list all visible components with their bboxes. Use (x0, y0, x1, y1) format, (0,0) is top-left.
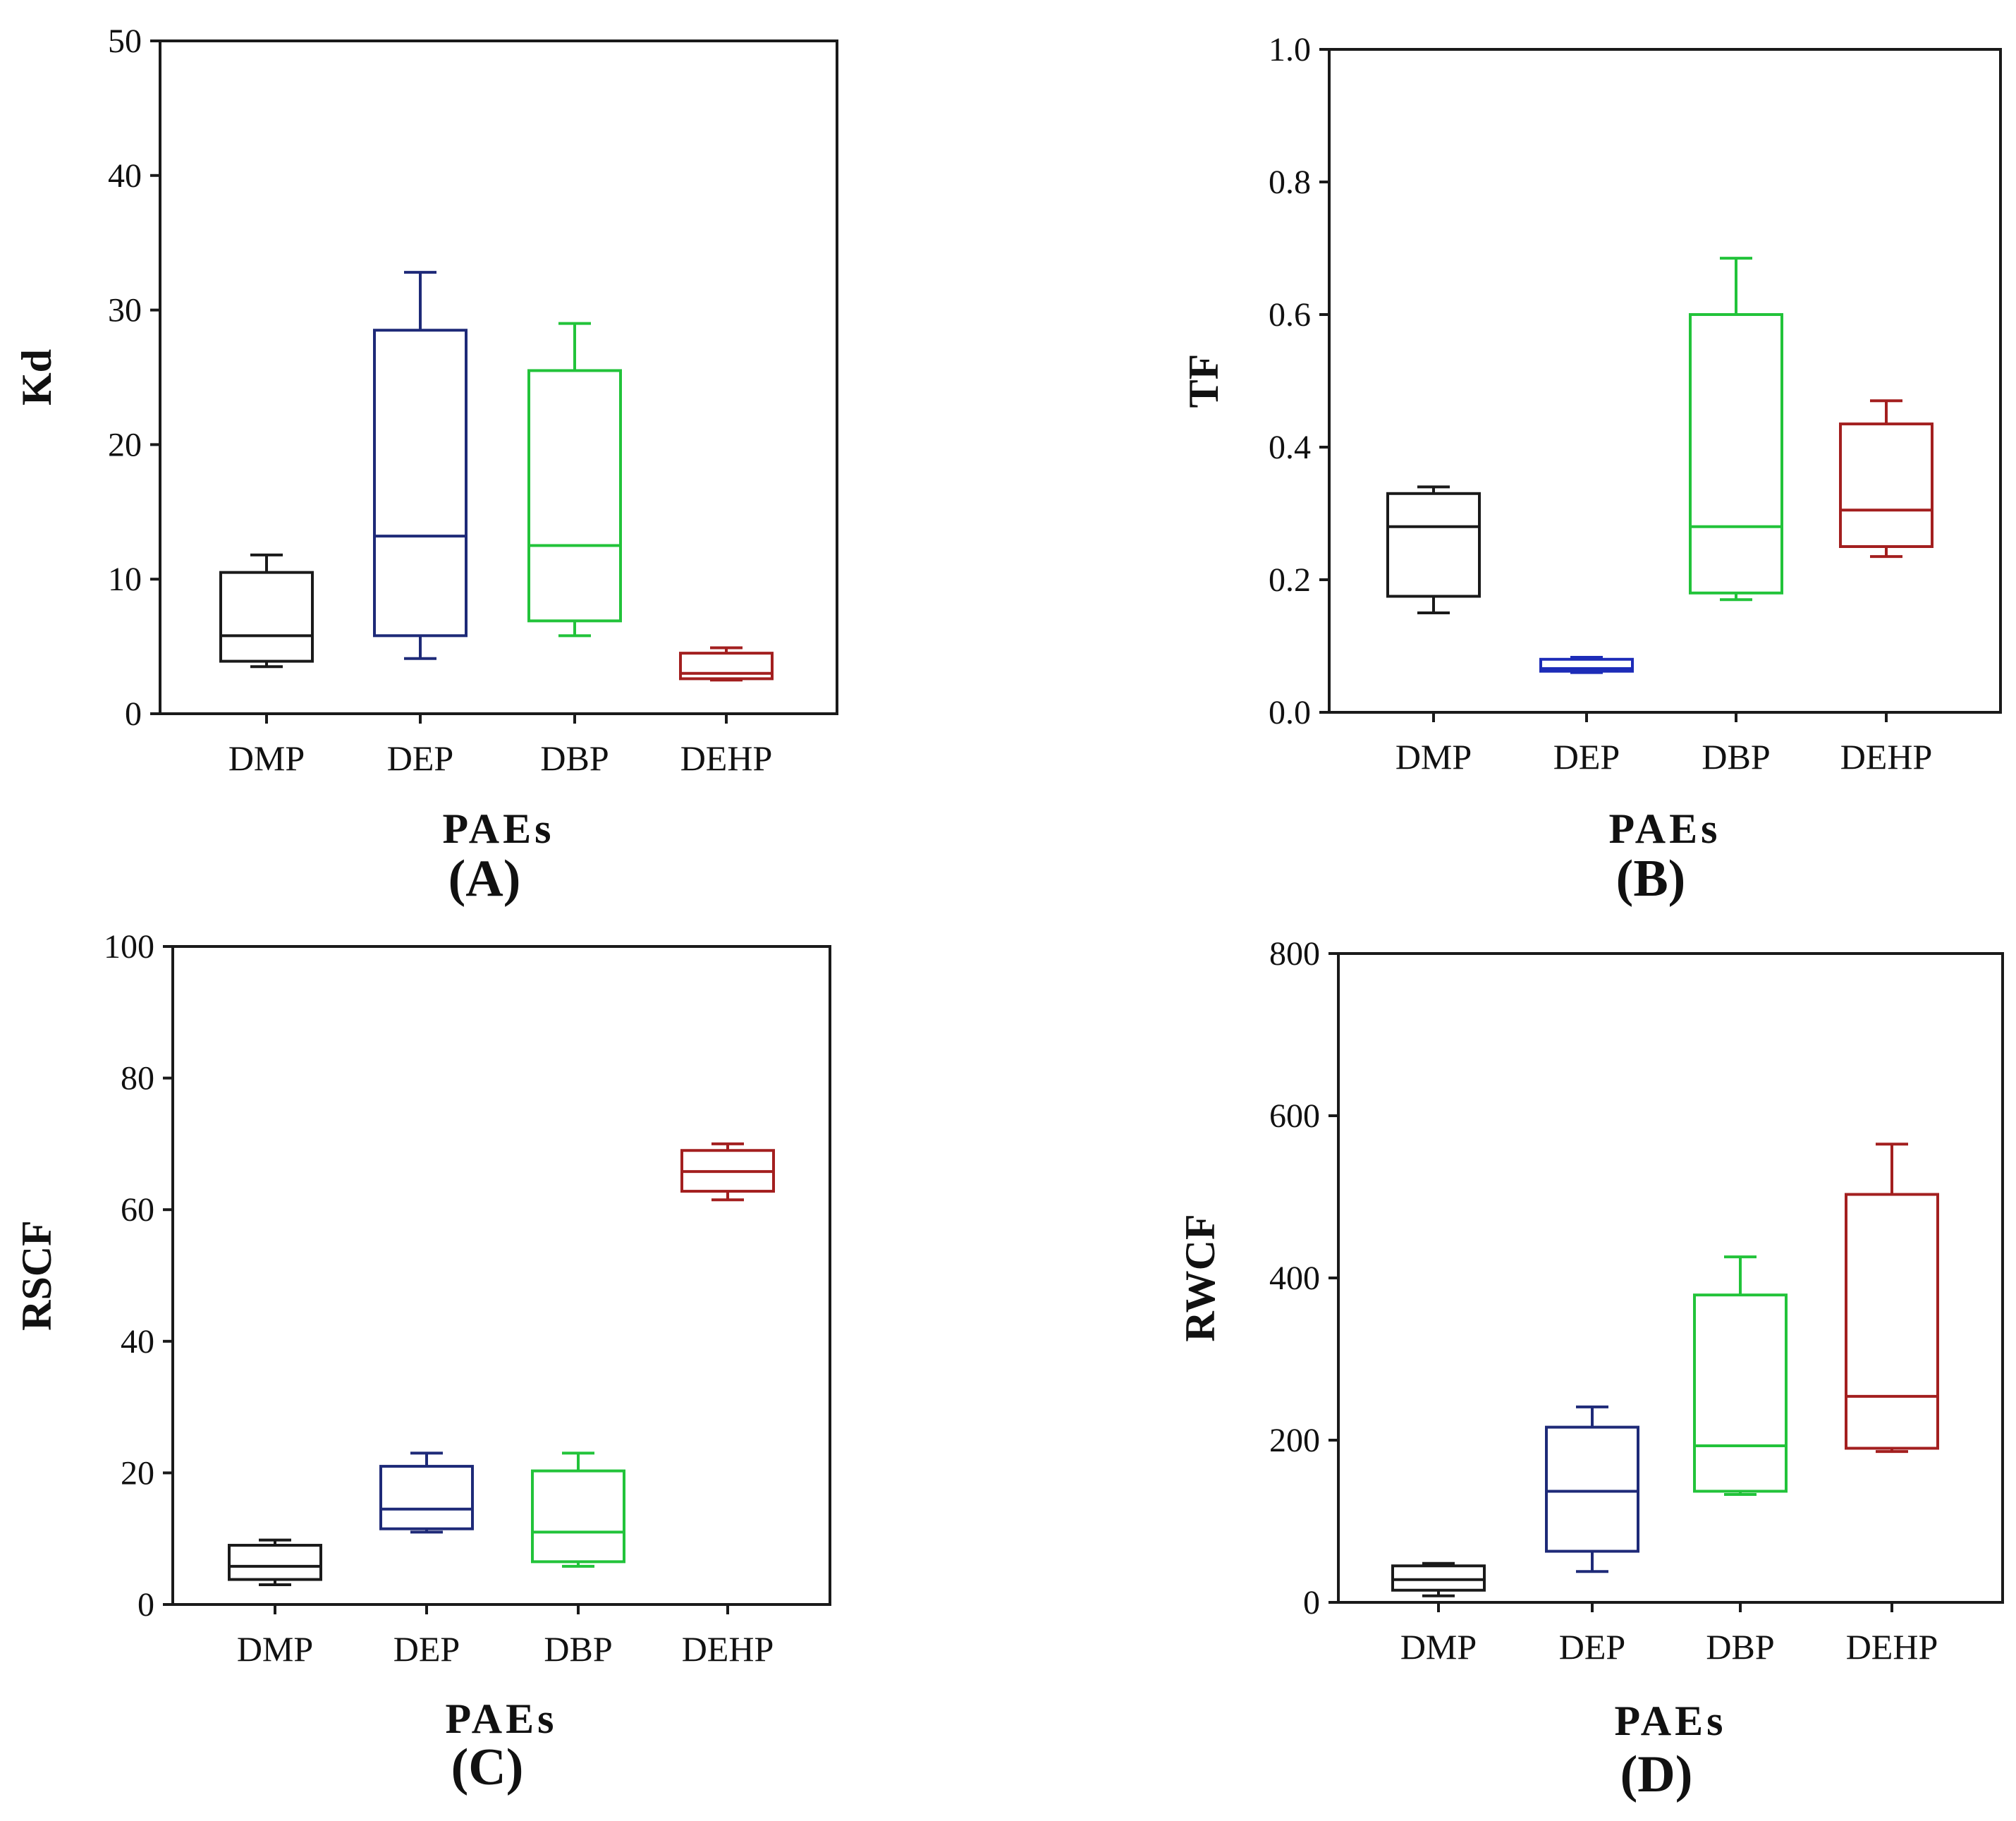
y-tick-label: 800 (1269, 935, 1320, 973)
y-axis-title: RWCF (1177, 1214, 1223, 1341)
y-tick-label: 0 (1303, 1584, 1320, 1621)
box-dehp (1845, 1143, 1939, 1454)
x-tick-label: DEHP (680, 738, 773, 778)
box-dep (1539, 655, 1634, 674)
x-tick-label: DEP (1553, 737, 1620, 776)
plot-frame (171, 945, 831, 1606)
box-dehp (679, 646, 774, 682)
box-iqr (1545, 1425, 1639, 1553)
chart-panel-3: 0 200 400 600 800 DMP DEP DBP DEHP RWCF PAEs(D) (1177, 935, 2004, 1803)
box-iqr (1845, 1193, 1939, 1450)
box-dbp (1689, 257, 1783, 602)
x-tick-label: DMP (237, 1629, 313, 1669)
box-dep (1545, 1405, 1639, 1573)
x-axis-title: PAEs (1615, 1698, 1727, 1744)
box-dbp (531, 1451, 625, 1568)
y-tick-label: 600 (1269, 1097, 1320, 1135)
plot-frame (159, 39, 838, 715)
box-iqr (228, 1544, 322, 1581)
box-iqr (1386, 492, 1481, 598)
y-tick-label: 80 (121, 1060, 154, 1097)
x-tick-label: DEHP (682, 1629, 774, 1669)
y-axis-title: TF (1180, 354, 1227, 408)
y-tick-label: 0.4 (1269, 429, 1311, 466)
y-tick-label: 40 (108, 157, 142, 195)
plot-frame (1328, 48, 2002, 714)
panel-label: (B) (1616, 850, 1686, 908)
y-tick-label: 1.0 (1269, 31, 1311, 68)
y-tick-label: 0.2 (1269, 561, 1311, 599)
y-tick-label: 400 (1269, 1260, 1320, 1297)
box-iqr (373, 329, 468, 638)
box-dmp (219, 553, 314, 669)
panel-label: (C) (451, 1738, 524, 1796)
y-tick-label: 0 (125, 695, 142, 733)
box-iqr (219, 571, 314, 663)
y-tick-label: 100 (104, 928, 154, 966)
box-dbp (1693, 1255, 1788, 1497)
x-tick-label: DEP (393, 1629, 460, 1669)
box-iqr (1539, 657, 1634, 673)
x-tick-label: DEHP (1846, 1627, 1938, 1667)
x-tick-label: DEP (387, 738, 453, 778)
box-iqr (1689, 313, 1783, 595)
box-dep (373, 271, 468, 660)
y-tick-label: 50 (108, 23, 142, 60)
x-axis-title: PAEs (446, 1695, 558, 1742)
box-dmp (228, 1538, 322, 1587)
y-tick-label: 10 (108, 561, 142, 598)
x-tick-label: DEP (1559, 1627, 1625, 1667)
x-tick-label: DMP (1395, 737, 1472, 776)
panel-label: (A) (448, 850, 521, 908)
x-tick-label: DBP (1702, 737, 1770, 776)
box-iqr (679, 652, 774, 681)
y-tick-label: 20 (108, 426, 142, 463)
box-dmp (1391, 1561, 1486, 1597)
y-tick-label: 0 (138, 1586, 154, 1624)
x-axis-title: PAEs (1609, 805, 1721, 852)
box-iqr (1391, 1564, 1486, 1592)
x-tick-label: DBP (1706, 1627, 1774, 1667)
chart-panel-0: 0 10 20 30 40 50 DMP DEP DBP DEHP Kd PAEs(A) (13, 23, 838, 908)
box-iqr (1693, 1293, 1788, 1493)
x-tick-label: DMP (228, 738, 305, 778)
x-tick-label: DBP (540, 738, 609, 778)
y-tick-label: 200 (1269, 1422, 1320, 1459)
y-tick-label: 40 (121, 1323, 154, 1360)
x-tick-label: DEHP (1840, 737, 1933, 776)
box-dmp (1386, 485, 1481, 614)
x-tick-label: DMP (1400, 1627, 1477, 1667)
box-dbp (527, 322, 622, 638)
y-tick-label: 20 (121, 1454, 154, 1492)
box-iqr (527, 369, 622, 623)
chart-panel-2: 0 20 40 60 80 100 DMP DEP DBP DEHP RSCF PAEs(C) (13, 928, 831, 1796)
box-iqr (379, 1465, 474, 1530)
box-dehp (1839, 399, 1933, 559)
y-tick-label: 0.0 (1269, 694, 1311, 731)
panel-label: (D) (1620, 1746, 1693, 1803)
y-tick-label: 30 (108, 292, 142, 329)
y-axis-title: Kd (13, 349, 60, 406)
box-iqr (1839, 422, 1933, 548)
y-tick-label: 0.8 (1269, 164, 1311, 201)
box-iqr (531, 1469, 625, 1564)
box-dehp (680, 1142, 775, 1202)
y-tick-label: 0.6 (1269, 296, 1311, 334)
chart-panel-1: 0.0 0.2 0.4 0.6 0.8 1.0 DMP DEP DBP DEHP TF PAEs(B) (1180, 31, 2002, 908)
y-axis-title: RSCF (13, 1220, 60, 1331)
x-axis-title: PAEs (443, 805, 555, 852)
y-tick-label: 60 (121, 1191, 154, 1229)
plot-frame (1337, 952, 2004, 1604)
box-dep (379, 1451, 474, 1534)
x-tick-label: DBP (544, 1629, 612, 1669)
